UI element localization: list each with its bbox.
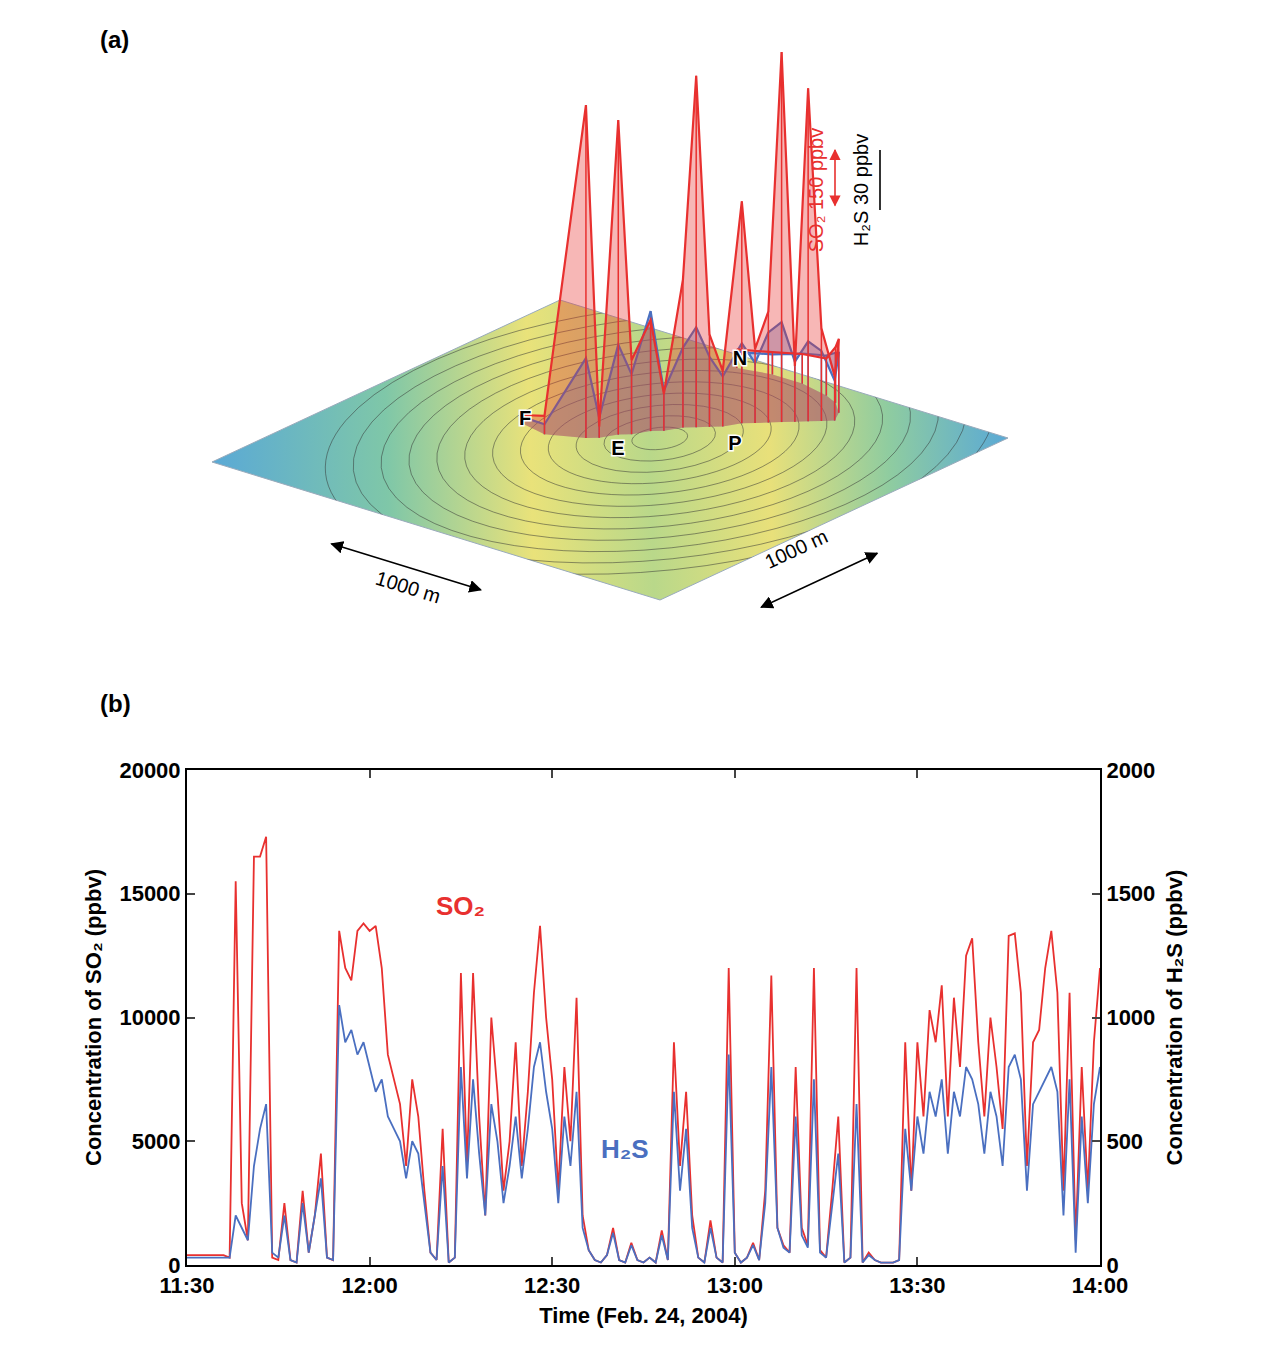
svg-text:12:30: 12:30	[524, 1273, 580, 1298]
svg-text:5000: 5000	[132, 1129, 181, 1154]
svg-text:SO₂ 150 ppbv: SO₂ 150 ppbv	[805, 128, 827, 253]
svg-text:1000 m: 1000 m	[761, 525, 831, 573]
svg-text:20000: 20000	[119, 758, 180, 783]
svg-text:14:00: 14:00	[1072, 1273, 1128, 1298]
svg-text:Concentration of SO₂ (ppbv): Concentration of SO₂ (ppbv)	[81, 869, 106, 1166]
svg-text:Concentration of H₂S (ppbv): Concentration of H₂S (ppbv)	[1162, 870, 1187, 1166]
svg-text:P: P	[728, 432, 741, 454]
svg-text:1000: 1000	[1106, 1005, 1155, 1030]
svg-text:0: 0	[168, 1253, 180, 1278]
svg-text:13:30: 13:30	[889, 1273, 945, 1298]
svg-text:500: 500	[1106, 1129, 1143, 1154]
svg-text:2000: 2000	[1106, 758, 1155, 783]
svg-text:0: 0	[1106, 1253, 1118, 1278]
svg-text:11:30: 11:30	[159, 1273, 214, 1298]
svg-text:SO₂: SO₂	[436, 891, 485, 921]
svg-text:Time (Feb. 24, 2004): Time (Feb. 24, 2004)	[539, 1303, 748, 1328]
svg-text:F: F	[519, 407, 531, 429]
svg-text:1500: 1500	[1106, 881, 1155, 906]
svg-text:13:00: 13:00	[707, 1273, 763, 1298]
svg-text:12:00: 12:00	[341, 1273, 397, 1298]
svg-text:10000: 10000	[119, 1005, 180, 1030]
svg-text:H₂S 30 ppbv: H₂S 30 ppbv	[850, 134, 872, 246]
svg-text:(a): (a)	[100, 26, 129, 53]
svg-text:15000: 15000	[119, 881, 180, 906]
svg-text:N: N	[733, 347, 747, 369]
html-text:(b): (b)	[100, 690, 131, 717]
svg-text:1000 m: 1000 m	[373, 567, 443, 608]
svg-text:E: E	[611, 437, 624, 459]
svg-text:H₂S: H₂S	[601, 1134, 649, 1164]
